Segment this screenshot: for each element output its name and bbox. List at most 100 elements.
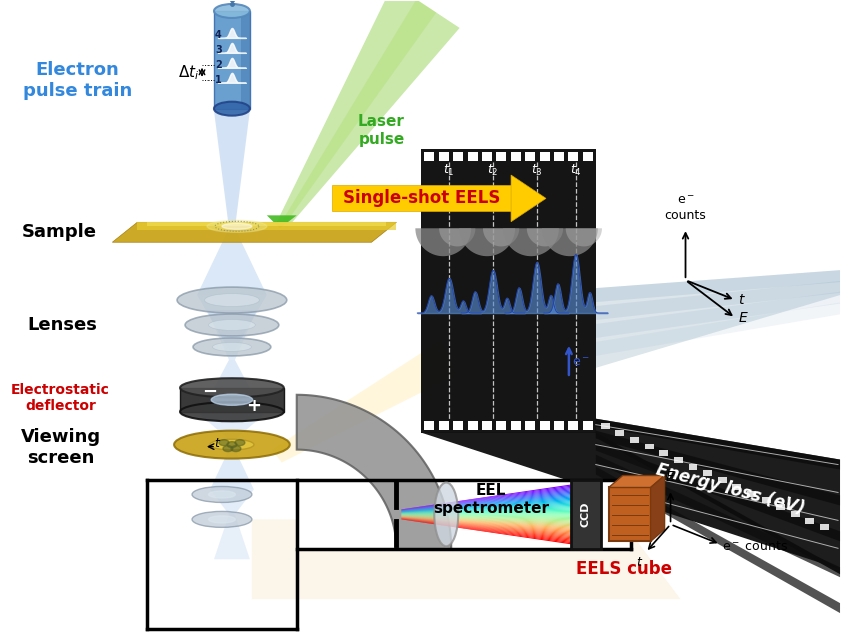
- Bar: [820, 524, 829, 530]
- Polygon shape: [112, 222, 396, 242]
- Text: $t$: $t$: [637, 556, 643, 569]
- Polygon shape: [214, 514, 250, 559]
- Bar: [583, 421, 592, 430]
- Bar: [511, 421, 521, 430]
- Polygon shape: [609, 476, 665, 487]
- Polygon shape: [401, 516, 571, 527]
- Ellipse shape: [211, 394, 252, 405]
- Polygon shape: [401, 518, 571, 537]
- Ellipse shape: [235, 440, 245, 446]
- Polygon shape: [650, 476, 665, 541]
- Bar: [554, 152, 564, 161]
- Polygon shape: [527, 228, 563, 246]
- Polygon shape: [252, 520, 681, 599]
- Polygon shape: [401, 499, 571, 512]
- Text: Energy loss (eV): Energy loss (eV): [654, 461, 807, 518]
- Polygon shape: [596, 419, 840, 574]
- Bar: [482, 152, 492, 161]
- Polygon shape: [401, 517, 571, 531]
- Polygon shape: [401, 502, 571, 512]
- Bar: [180, 388, 284, 412]
- Bar: [776, 504, 785, 510]
- Bar: [630, 437, 639, 443]
- Polygon shape: [459, 228, 515, 256]
- Text: $t$: $t$: [739, 293, 746, 307]
- Polygon shape: [401, 515, 571, 519]
- Text: 3: 3: [215, 45, 222, 55]
- Polygon shape: [542, 228, 598, 256]
- Bar: [703, 471, 712, 476]
- Polygon shape: [197, 295, 267, 350]
- Bar: [571, 480, 601, 549]
- Polygon shape: [401, 516, 571, 527]
- Text: Electrostatic
deflector: Electrostatic deflector: [11, 383, 110, 413]
- Bar: [453, 152, 463, 161]
- Bar: [540, 152, 550, 161]
- Polygon shape: [401, 519, 571, 541]
- Polygon shape: [401, 505, 571, 513]
- Polygon shape: [401, 511, 571, 514]
- Polygon shape: [210, 449, 254, 489]
- Polygon shape: [401, 516, 571, 529]
- Ellipse shape: [180, 378, 284, 397]
- Text: 1: 1: [215, 75, 222, 85]
- Text: $E$: $E$: [666, 471, 676, 484]
- Text: +: +: [246, 397, 261, 415]
- Polygon shape: [596, 419, 840, 469]
- Polygon shape: [401, 516, 571, 524]
- Ellipse shape: [222, 223, 252, 230]
- Text: e$^-$ counts: e$^-$ counts: [722, 539, 789, 553]
- Polygon shape: [401, 518, 571, 538]
- Polygon shape: [267, 215, 297, 228]
- Polygon shape: [272, 340, 456, 462]
- Polygon shape: [596, 270, 840, 368]
- Text: EELS cube: EELS cube: [575, 560, 672, 578]
- Polygon shape: [401, 495, 571, 511]
- Ellipse shape: [193, 338, 271, 356]
- Text: Viewing
screen: Viewing screen: [20, 428, 100, 467]
- Ellipse shape: [223, 446, 233, 451]
- Bar: [601, 423, 609, 430]
- Text: $\Delta t_i$: $\Delta t_i$: [178, 63, 199, 82]
- Polygon shape: [210, 489, 254, 514]
- Bar: [762, 498, 771, 503]
- Polygon shape: [401, 509, 571, 514]
- Polygon shape: [401, 519, 571, 545]
- Polygon shape: [596, 270, 840, 302]
- Bar: [569, 152, 578, 161]
- Ellipse shape: [434, 482, 458, 547]
- Polygon shape: [214, 111, 250, 228]
- Bar: [511, 152, 521, 161]
- Polygon shape: [401, 517, 571, 530]
- Polygon shape: [422, 433, 840, 569]
- Bar: [554, 421, 564, 430]
- Polygon shape: [401, 518, 571, 535]
- Polygon shape: [511, 175, 546, 222]
- Bar: [332, 185, 511, 212]
- Bar: [747, 491, 756, 496]
- Text: e$^-$: e$^-$: [572, 356, 590, 369]
- Bar: [439, 152, 449, 161]
- Polygon shape: [401, 489, 571, 511]
- Polygon shape: [401, 487, 571, 510]
- Bar: [525, 421, 536, 430]
- Polygon shape: [401, 518, 571, 534]
- Text: −: −: [202, 383, 218, 401]
- Text: Sample: Sample: [22, 223, 97, 241]
- Bar: [439, 421, 449, 430]
- Ellipse shape: [231, 446, 241, 451]
- Polygon shape: [401, 491, 571, 511]
- Text: 4: 4: [215, 30, 222, 40]
- Bar: [790, 511, 800, 517]
- Bar: [453, 421, 463, 430]
- Polygon shape: [439, 228, 475, 246]
- Text: $E$: $E$: [739, 311, 749, 325]
- Bar: [609, 487, 650, 541]
- Polygon shape: [147, 222, 387, 226]
- Bar: [644, 444, 654, 449]
- Bar: [733, 484, 741, 490]
- Polygon shape: [401, 518, 571, 536]
- Polygon shape: [401, 494, 571, 511]
- Polygon shape: [401, 515, 571, 520]
- Polygon shape: [596, 281, 840, 320]
